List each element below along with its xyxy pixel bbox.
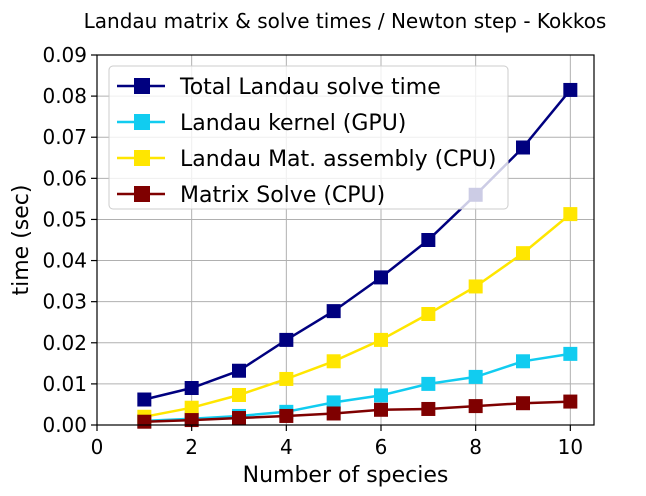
data-point xyxy=(326,406,341,421)
legend-label: Total Landau solve time xyxy=(179,75,441,100)
data-point xyxy=(326,304,341,319)
legend-marker xyxy=(134,114,150,130)
legend-item: Total Landau solve time xyxy=(117,75,441,100)
x-tick-label: 6 xyxy=(375,435,388,459)
y-tick-label: 0.00 xyxy=(42,413,87,437)
data-point xyxy=(326,395,341,410)
data-point xyxy=(184,413,199,428)
data-point xyxy=(468,399,483,414)
data-point xyxy=(279,371,294,386)
data-point xyxy=(232,363,246,378)
x-axis-label: Number of species xyxy=(243,463,449,488)
data-point xyxy=(326,354,341,369)
y-tick-label: 0.06 xyxy=(42,166,87,190)
chart-title: Landau matrix & solve times / Newton ste… xyxy=(84,9,607,33)
y-axis-label: time (sec) xyxy=(9,185,34,296)
data-point xyxy=(563,207,578,222)
data-point xyxy=(516,246,530,261)
data-point xyxy=(421,401,436,416)
x-tick-label: 0 xyxy=(91,435,104,459)
y-tick-label: 0.02 xyxy=(42,331,87,355)
data-point xyxy=(421,233,436,247)
y-tick-label: 0.08 xyxy=(42,84,87,108)
data-point xyxy=(516,354,530,369)
y-tick-label: 0.03 xyxy=(42,290,87,314)
data-point xyxy=(374,388,388,403)
legend-label: Landau Mat. assembly (CPU) xyxy=(180,147,497,172)
data-point xyxy=(232,411,246,426)
y-tick-label: 0.07 xyxy=(42,125,87,149)
legend: Total Landau solve time Landau kernel (GP… xyxy=(108,65,509,210)
x-tick-label: 10 xyxy=(558,435,583,459)
data-point xyxy=(468,369,483,384)
legend-marker xyxy=(134,186,150,202)
data-point xyxy=(279,332,294,347)
data-point xyxy=(516,396,530,411)
data-point xyxy=(374,402,388,417)
data-point xyxy=(421,376,436,391)
data-point xyxy=(374,270,388,285)
data-point xyxy=(137,414,152,429)
series-group xyxy=(137,82,578,429)
legend-frame xyxy=(108,65,509,210)
y-tick-label: 0.04 xyxy=(42,249,87,273)
data-point xyxy=(137,392,152,407)
x-tick-label: 8 xyxy=(469,435,482,459)
data-point xyxy=(563,346,578,361)
y-tick-label: 0.01 xyxy=(42,372,87,396)
data-point xyxy=(374,332,388,347)
series-2 xyxy=(137,346,578,428)
legend-marker xyxy=(134,78,150,94)
axis-ticks: 0 2 4 6 8 10 0.00 0.01 0.02 0.03 0.04 0.05 0.06 0.07 0… xyxy=(42,43,583,459)
data-point xyxy=(516,140,530,155)
data-point xyxy=(421,307,436,321)
legend-label: Matrix Solve (CPU) xyxy=(180,183,385,208)
legend-item: Landau Mat. assembly (CPU) xyxy=(117,147,497,172)
x-tick-label: 2 xyxy=(185,435,198,459)
series-4 xyxy=(137,394,578,429)
plot-frame xyxy=(96,54,595,426)
legend-label: Landau kernel (GPU) xyxy=(180,111,406,136)
y-tick-label: 0.09 xyxy=(42,43,87,67)
data-point xyxy=(468,279,483,294)
x-tick-label: 4 xyxy=(280,435,293,459)
data-point xyxy=(184,400,199,415)
data-point xyxy=(184,381,199,395)
data-point xyxy=(563,394,578,409)
data-point xyxy=(279,408,294,423)
legend-item: Matrix Solve (CPU) xyxy=(117,183,385,208)
series-3 xyxy=(137,207,578,424)
data-point xyxy=(563,82,578,97)
series-line xyxy=(144,400,571,423)
series-line xyxy=(144,213,572,419)
legend-marker xyxy=(134,150,150,166)
data-point xyxy=(232,387,246,402)
legend-item: Landau kernel (GPU) xyxy=(117,111,406,136)
y-tick-label: 0.05 xyxy=(42,207,87,231)
series-line xyxy=(144,352,571,423)
